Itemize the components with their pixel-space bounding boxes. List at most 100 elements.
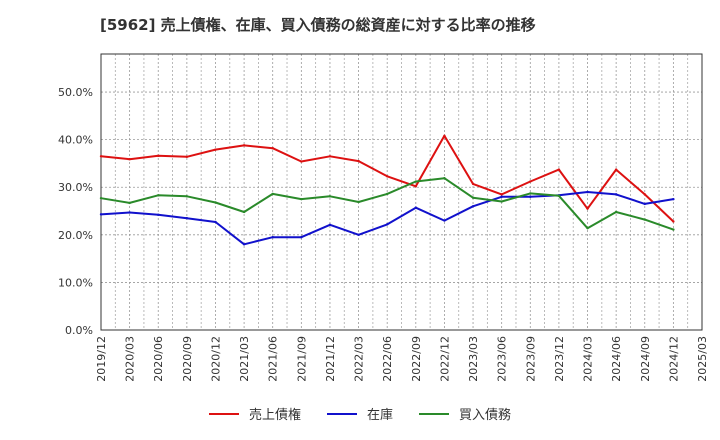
x-tick-label: 2020/03 xyxy=(124,336,137,382)
data-point xyxy=(128,211,131,214)
data-point xyxy=(214,201,217,204)
x-tick-label: 2024/06 xyxy=(610,336,623,382)
y-tick-label: 20.0% xyxy=(58,229,93,242)
data-point xyxy=(128,157,131,161)
legend-swatch-receivables xyxy=(208,412,239,415)
x-tick-label: 2022/12 xyxy=(438,336,451,382)
y-tick-label: 10.0% xyxy=(58,276,93,289)
x-tick-label: 2023/06 xyxy=(496,336,509,382)
x-tick-label: 2023/12 xyxy=(553,336,566,382)
data-point xyxy=(500,200,503,203)
x-tick-label: 2021/06 xyxy=(267,336,280,382)
x-tick-label: 2022/09 xyxy=(410,336,423,382)
data-point xyxy=(185,195,189,198)
data-point xyxy=(128,201,131,205)
x-tick-label: 2024/12 xyxy=(667,336,680,382)
data-point xyxy=(242,144,246,147)
data-point xyxy=(214,148,217,151)
data-point xyxy=(529,192,532,195)
x-tick-label: 2022/06 xyxy=(381,336,394,382)
data-point xyxy=(500,195,503,198)
data-point xyxy=(385,192,389,196)
legend-item-receivables: 売上債権 xyxy=(208,404,301,423)
data-point xyxy=(586,190,589,194)
data-point xyxy=(157,154,160,158)
data-point xyxy=(557,168,561,171)
data-point xyxy=(500,193,503,196)
data-point xyxy=(414,185,418,188)
x-tick-label: 2025/03 xyxy=(696,336,709,382)
y-tick-label: 40.0% xyxy=(58,134,93,147)
data-point xyxy=(557,194,561,198)
data-point xyxy=(672,197,675,201)
data-point xyxy=(614,193,618,196)
x-tick-label: 2023/03 xyxy=(467,336,480,382)
y-tick-label: 30.0% xyxy=(58,181,93,194)
data-point xyxy=(643,202,646,206)
legend-swatch-payables xyxy=(419,412,449,415)
data-point xyxy=(99,196,103,200)
data-point xyxy=(414,180,418,183)
x-tick-label: 2021/03 xyxy=(238,336,251,382)
data-point xyxy=(99,155,103,158)
data-point xyxy=(214,220,217,224)
x-tick-label: 2020/12 xyxy=(209,336,222,382)
legend-item-payables: 買入債務 xyxy=(419,404,511,423)
data-point xyxy=(328,223,332,227)
data-point xyxy=(614,168,618,171)
data-point xyxy=(357,200,360,204)
data-point xyxy=(328,155,332,158)
data-point xyxy=(443,134,446,138)
data-point xyxy=(357,233,360,237)
data-point xyxy=(271,236,274,239)
data-point xyxy=(300,236,303,239)
data-point xyxy=(586,226,589,230)
y-tick-label: 0.0% xyxy=(65,324,93,337)
data-point xyxy=(300,160,303,163)
data-point xyxy=(328,195,332,198)
x-tick-label: 2023/09 xyxy=(524,336,537,382)
data-point xyxy=(271,147,274,150)
plot-border xyxy=(100,53,703,331)
x-tick-label: 2021/12 xyxy=(324,336,337,382)
data-point xyxy=(443,219,446,222)
data-point xyxy=(385,223,389,226)
data-point xyxy=(643,193,646,196)
data-point xyxy=(471,196,475,199)
legend-item-inventory: 在庫 xyxy=(326,404,393,423)
data-point xyxy=(357,159,360,163)
data-point xyxy=(385,175,389,178)
data-point xyxy=(614,210,618,214)
x-tick-label: 2020/09 xyxy=(181,336,194,382)
data-point xyxy=(185,155,189,158)
x-tick-label: 2024/09 xyxy=(639,336,652,382)
data-point xyxy=(471,205,475,208)
data-point xyxy=(157,213,160,217)
data-point xyxy=(672,228,675,231)
data-point xyxy=(672,220,675,223)
x-tick-label: 2020/06 xyxy=(152,336,165,382)
data-point xyxy=(185,216,189,220)
chart-title: [5962] 売上債権、在庫、買入債務の総資産に対する比率の推移 xyxy=(100,16,536,34)
data-point xyxy=(242,210,246,214)
data-point xyxy=(529,195,532,198)
x-tick-label: 2021/09 xyxy=(295,336,308,382)
data-point xyxy=(271,192,274,196)
x-tick-label: 2022/03 xyxy=(353,336,366,382)
data-point xyxy=(643,218,646,221)
data-point xyxy=(443,177,446,180)
legend-label-inventory: 在庫 xyxy=(366,408,393,423)
data-point xyxy=(242,243,246,246)
x-tick-label: 2019/12 xyxy=(95,336,108,382)
data-point xyxy=(157,194,160,197)
x-tick-label: 2024/03 xyxy=(582,336,595,382)
data-point xyxy=(300,197,303,201)
legend-label-payables: 買入債務 xyxy=(459,408,512,423)
data-point xyxy=(99,213,103,216)
y-tick-label: 50.0% xyxy=(58,86,93,99)
legend-label-receivables: 売上債権 xyxy=(248,408,301,423)
data-point xyxy=(586,207,589,210)
data-point xyxy=(529,180,532,183)
data-point xyxy=(471,182,475,186)
